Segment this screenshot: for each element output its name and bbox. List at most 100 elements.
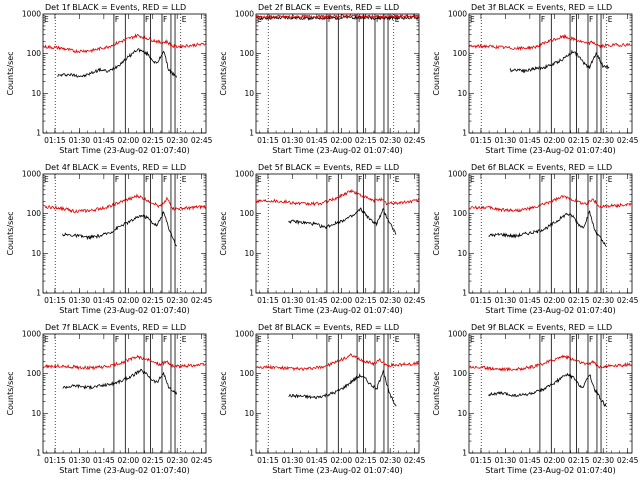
interval-flag: F — [115, 175, 119, 184]
lld-series-line — [468, 195, 633, 213]
y-tick-label: 100 — [27, 209, 42, 218]
x-tick-label: 01:15 — [470, 136, 492, 145]
x-axis-title: Start Time (23-Aug-02 01:07:40) — [485, 146, 616, 155]
interval-flag: F — [376, 175, 380, 184]
lld-series-line — [255, 188, 420, 207]
y-tick-label: 1 — [462, 129, 467, 138]
x-tick-label: 02:00 — [543, 296, 565, 305]
x-tick-label: 02:00 — [330, 456, 352, 465]
interval-flag: E — [608, 335, 613, 344]
y-tick-label: 1 — [249, 289, 254, 298]
panel-title: Det 4f BLACK = Events, RED = LLD — [45, 163, 186, 172]
x-tick-label: 02:30 — [166, 296, 188, 305]
x-tick-label: 01:15 — [44, 136, 66, 145]
panel-title: Det 2f BLACK = Events, RED = LLD — [258, 3, 399, 12]
y-tick-label: 1000 — [22, 170, 41, 179]
y-tick-label: 10 — [244, 249, 254, 258]
interval-flag: F — [541, 335, 545, 344]
y-axis-title: Counts/sec — [219, 371, 228, 415]
y-axis-title: Counts/sec — [219, 211, 228, 255]
y-tick-label: 1000 — [22, 330, 41, 339]
interval-flag: F — [328, 335, 332, 344]
plot-frame — [42, 13, 207, 134]
detector-panel: Det 3f BLACK = Events, RED = LLD 1 10 100 10… — [432, 3, 639, 155]
x-tick-label: 02:15 — [355, 296, 377, 305]
x-tick-label: 02:45 — [404, 296, 426, 305]
x-tick-label: 01:45 — [93, 296, 115, 305]
x-tick-label: 02:30 — [166, 456, 188, 465]
x-tick-label: 02:15 — [568, 136, 590, 145]
interval-flag: F — [163, 335, 167, 344]
interval-flag: F — [571, 175, 575, 184]
x-axis-title: Start Time (23-Aug-02 01:07:40) — [485, 306, 616, 315]
y-tick-label: 1000 — [22, 10, 41, 19]
y-tick-label: 100 — [453, 369, 468, 378]
interval-flag: E — [182, 175, 187, 184]
x-tick-label: 01:30 — [495, 136, 517, 145]
panel-title: Det 7f BLACK = Events, RED = LLD — [45, 323, 186, 332]
x-tick-label: 02:30 — [592, 456, 614, 465]
x-tick-label: 02:00 — [117, 136, 139, 145]
lld-series-line — [468, 33, 633, 51]
interval-flag: F — [115, 15, 119, 24]
y-tick-label: 1000 — [448, 170, 467, 179]
events-series-line — [288, 207, 397, 235]
lld-series-line — [42, 33, 207, 54]
interval-flag: F — [115, 335, 119, 344]
events-series-line — [57, 48, 178, 78]
detector-panel: Det 5f BLACK = Events, RED = LLD 1 10 100 10… — [219, 163, 426, 315]
y-tick-label: 10 — [31, 89, 41, 98]
x-tick-label: 02:00 — [543, 456, 565, 465]
interval-flag: E — [395, 335, 400, 344]
x-tick-label: 02:00 — [543, 136, 565, 145]
x-tick-label: 02:30 — [379, 296, 401, 305]
x-tick-label: 02:15 — [355, 456, 377, 465]
x-tick-label: 02:15 — [568, 296, 590, 305]
x-tick-label: 02:00 — [330, 136, 352, 145]
interval-flag: F — [571, 335, 575, 344]
x-tick-label: 01:30 — [495, 296, 517, 305]
y-tick-label: 10 — [31, 249, 41, 258]
x-tick-label: 02:15 — [568, 456, 590, 465]
x-tick-label: 02:15 — [142, 136, 164, 145]
plot-frame — [42, 333, 207, 454]
y-tick-label: 10 — [244, 409, 254, 418]
interval-flag: E — [257, 175, 262, 184]
interval-flag: F — [376, 335, 380, 344]
x-tick-label: 02:30 — [166, 136, 188, 145]
y-tick-label: 1 — [249, 129, 254, 138]
panel-title: Det 8f BLACK = Events, RED = LLD — [258, 323, 399, 332]
detector-panel: Det 2f BLACK = Events, RED = LLD 1 10 100 10… — [219, 3, 426, 155]
interval-flag: E — [395, 175, 400, 184]
events-series-line — [62, 368, 178, 396]
x-tick-label: 02:45 — [404, 136, 426, 145]
x-tick-label: 02:45 — [617, 456, 639, 465]
y-tick-label: 1000 — [448, 330, 467, 339]
interval-flag: E — [470, 335, 475, 344]
y-tick-label: 100 — [240, 369, 255, 378]
x-tick-label: 02:45 — [617, 136, 639, 145]
y-axis-title: Counts/sec — [432, 51, 441, 95]
interval-flag: F — [358, 175, 362, 184]
y-tick-label: 100 — [453, 49, 468, 58]
interval-flag: F — [328, 175, 332, 184]
x-tick-label: 01:45 — [93, 136, 115, 145]
y-axis-title: Counts/sec — [6, 371, 15, 415]
plot-frame — [468, 13, 633, 134]
y-tick-label: 10 — [457, 409, 467, 418]
lld-series-line — [42, 354, 207, 371]
interval-flag: F — [358, 15, 362, 24]
x-tick-label: 01:45 — [306, 456, 328, 465]
y-tick-label: 1 — [36, 129, 41, 138]
x-axis-title: Start Time (23-Aug-02 01:07:40) — [59, 466, 190, 475]
x-tick-label: 02:45 — [191, 456, 213, 465]
events-series-line — [488, 372, 607, 407]
interval-flag: F — [145, 335, 149, 344]
x-tick-label: 02:45 — [191, 136, 213, 145]
x-tick-label: 01:45 — [306, 136, 328, 145]
x-tick-label: 01:30 — [69, 136, 91, 145]
detector-panel: Det 8f BLACK = Events, RED = LLD 1 10 100 10… — [219, 323, 426, 475]
x-axis-title: Start Time (23-Aug-02 01:07:40) — [272, 466, 403, 475]
x-tick-label: 02:30 — [379, 456, 401, 465]
y-tick-label: 10 — [244, 89, 254, 98]
